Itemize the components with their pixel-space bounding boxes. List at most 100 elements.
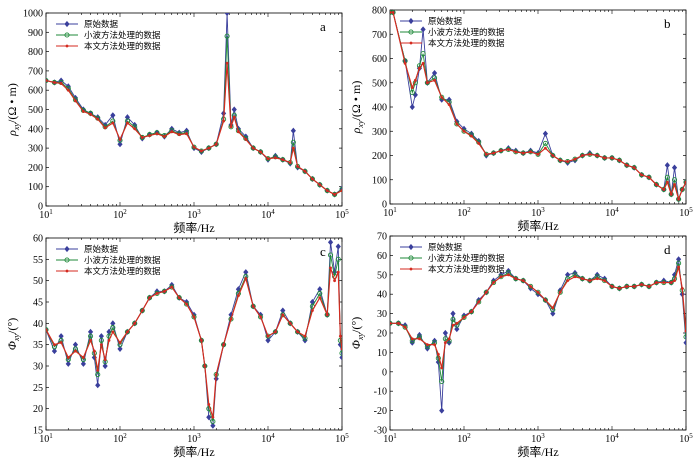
data-point-proposed <box>333 279 337 283</box>
data-point-wavelet <box>46 327 49 333</box>
data-point-proposed <box>410 337 414 341</box>
data-point-original <box>51 348 58 355</box>
data-point-proposed <box>199 338 203 342</box>
y-tick-label: 50 <box>33 276 43 287</box>
data-point-original <box>676 256 682 263</box>
data-point-wavelet <box>317 290 323 297</box>
data-point-proposed <box>425 81 429 85</box>
data-point-proposed <box>155 292 159 295</box>
data-point-proposed <box>140 309 144 312</box>
y-tick-label: 400 <box>28 124 43 135</box>
data-point-wavelet <box>616 157 622 163</box>
data-point-proposed <box>617 286 621 290</box>
legend-marker-proposed <box>65 269 69 273</box>
data-point-proposed <box>662 281 666 285</box>
data-point-proposed <box>521 279 525 283</box>
data-point-proposed <box>251 304 255 308</box>
data-point-proposed <box>207 402 211 406</box>
y-tick-label: 20 <box>33 404 43 415</box>
legend-label-wavelet: 小波方法处理的数据 <box>84 255 161 265</box>
data-point-wavelet <box>461 314 467 321</box>
data-point-proposed <box>318 296 322 300</box>
data-point-proposed <box>558 290 562 294</box>
data-point-original <box>102 362 108 370</box>
data-point-wavelet <box>258 314 264 320</box>
legend-marker-original <box>64 245 70 253</box>
data-point-proposed <box>462 316 466 319</box>
data-point-wavelet <box>624 162 630 168</box>
plot-area <box>46 239 342 429</box>
data-point-wavelet <box>110 325 116 331</box>
data-point-proposed <box>677 265 681 269</box>
data-point-wavelet <box>461 128 467 134</box>
data-point-proposed <box>455 122 459 126</box>
y-tick-label: 700 <box>28 66 43 77</box>
data-point-wavelet <box>550 152 556 159</box>
data-point-proposed <box>469 134 473 138</box>
y-tick-label: 800 <box>28 47 43 58</box>
data-point-proposed <box>229 125 233 129</box>
data-point-wavelet <box>653 182 659 188</box>
data-point-proposed <box>677 197 681 201</box>
data-point-wavelet <box>324 188 330 194</box>
x-tick-label: 101 <box>383 206 397 219</box>
data-point-proposed <box>669 192 673 196</box>
data-point-proposed <box>66 356 70 359</box>
x-tick-label: 101 <box>383 432 397 445</box>
x-tick-label: 104 <box>261 432 275 445</box>
data-point-proposed <box>396 321 400 325</box>
data-point-proposed <box>436 352 440 356</box>
data-point-proposed <box>111 330 115 334</box>
data-point-original <box>671 164 678 171</box>
y-tick-label: 40 <box>377 290 387 301</box>
data-point-proposed <box>225 61 229 65</box>
plot-area <box>46 13 342 198</box>
data-point-proposed <box>66 88 70 92</box>
data-point-proposed <box>310 177 314 181</box>
data-point-proposed <box>81 109 85 113</box>
data-point-proposed <box>229 317 233 321</box>
data-point-original <box>550 310 556 317</box>
data-point-proposed <box>514 277 518 281</box>
data-point-proposed <box>111 121 115 125</box>
data-point-proposed <box>325 189 329 193</box>
data-point-wavelet <box>442 336 448 342</box>
data-point-proposed <box>462 129 466 133</box>
data-point-proposed <box>536 152 540 156</box>
data-point-proposed <box>595 154 599 157</box>
data-point-proposed <box>325 313 329 317</box>
x-tick-label: 104 <box>605 432 619 445</box>
data-point-proposed <box>232 115 236 119</box>
data-point-proposed <box>125 121 129 125</box>
data-point-proposed <box>492 151 496 155</box>
data-point-proposed <box>673 183 676 187</box>
data-point-proposed <box>81 356 85 359</box>
data-point-proposed <box>580 154 584 157</box>
data-point-proposed <box>318 183 322 187</box>
data-point-proposed <box>96 368 100 372</box>
data-point-proposed <box>192 315 196 319</box>
x-tick-label: 101 <box>39 208 53 221</box>
data-point-original <box>327 239 334 246</box>
data-point-proposed <box>170 285 174 289</box>
data-point-proposed <box>140 136 144 139</box>
y-tick-label: 100 <box>28 182 43 193</box>
data-point-proposed <box>192 145 196 149</box>
data-point-original <box>565 271 571 278</box>
y-tick-label: 500 <box>372 78 387 89</box>
y-tick-label: 900 <box>28 28 43 39</box>
legend-marker-wavelet <box>408 29 414 35</box>
data-point-proposed <box>543 298 547 302</box>
data-point-proposed <box>73 349 77 353</box>
legend-marker-original <box>408 243 414 251</box>
data-point-wavelet <box>420 51 426 57</box>
data-point-proposed <box>329 266 332 270</box>
data-point-proposed <box>296 330 300 334</box>
data-point-proposed <box>177 133 181 137</box>
data-point-wavelet <box>679 186 685 192</box>
data-point-wavelet <box>210 418 216 425</box>
data-point-original <box>439 407 445 414</box>
data-point-proposed <box>118 137 122 141</box>
